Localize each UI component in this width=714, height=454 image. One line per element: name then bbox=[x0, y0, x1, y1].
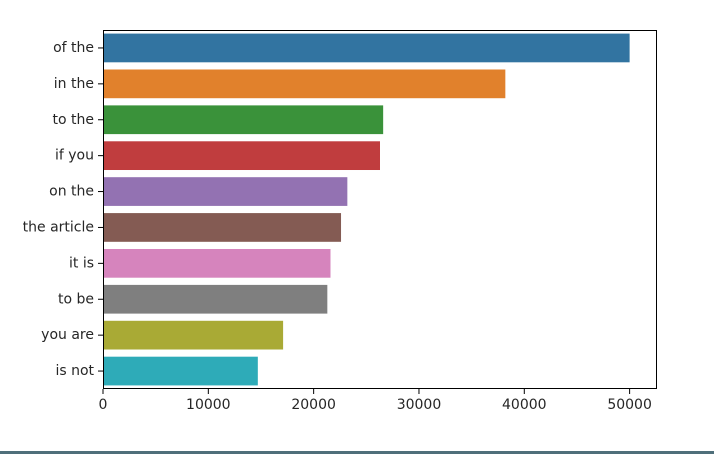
bar-to-the bbox=[103, 105, 384, 135]
x-tick-label: 0 bbox=[99, 397, 108, 413]
bar-in-the bbox=[103, 69, 506, 99]
y-axis-ticks: of the in the to the if you on the the articl… bbox=[23, 40, 103, 379]
y-tick-label: the article bbox=[23, 219, 94, 235]
x-tick-label: 30000 bbox=[397, 397, 442, 413]
y-tick-label: of the bbox=[53, 40, 94, 56]
y-tick-label: it is bbox=[69, 255, 94, 271]
bars-group bbox=[103, 33, 630, 386]
bar-you-are bbox=[103, 320, 284, 350]
bar-of-the bbox=[103, 33, 630, 63]
x-tick-label: 20000 bbox=[291, 397, 336, 413]
y-tick-label: is not bbox=[55, 363, 94, 379]
bar-is-not bbox=[103, 356, 258, 386]
y-tick-label: if you bbox=[55, 148, 94, 164]
x-axis-ticks: 0 10000 20000 30000 40000 50000 bbox=[99, 389, 652, 413]
y-tick-label: you are bbox=[41, 327, 94, 343]
bar-to-be bbox=[103, 284, 328, 314]
bar-if-you bbox=[103, 141, 380, 171]
bar-the-article bbox=[103, 213, 342, 242]
plot-frame bbox=[103, 30, 657, 389]
x-tick-label: 40000 bbox=[502, 397, 547, 413]
x-tick-label: 50000 bbox=[607, 397, 652, 413]
y-tick-label: in the bbox=[54, 76, 94, 92]
y-tick-label: to the bbox=[53, 112, 94, 128]
y-tick-label: to be bbox=[58, 291, 94, 307]
y-tick-label: on the bbox=[49, 184, 94, 200]
bar-it-is bbox=[103, 248, 331, 278]
bar-on-the bbox=[103, 177, 348, 206]
x-tick-label: 10000 bbox=[186, 397, 231, 413]
window-bottom-border bbox=[0, 451, 714, 454]
